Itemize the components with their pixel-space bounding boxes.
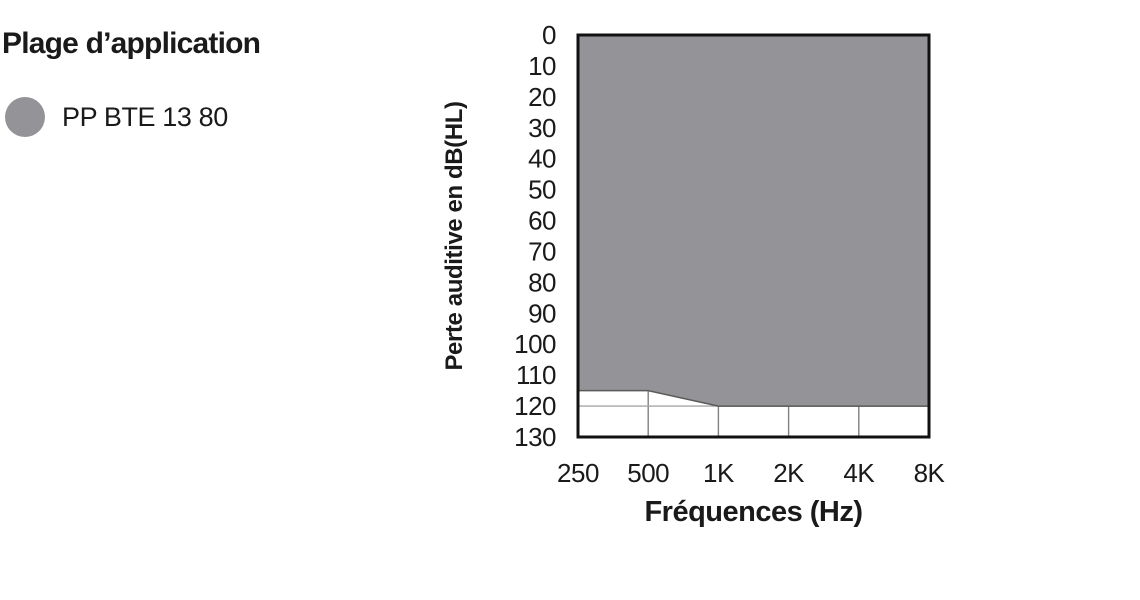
x-tick-label-250: 250 — [557, 458, 599, 488]
y-tick-label-110: 110 — [516, 360, 556, 390]
y-tick-label-70: 70 — [528, 236, 556, 266]
legend-row: PP BTE 13 80 — [5, 97, 228, 137]
legend-label: PP BTE 13 80 — [62, 101, 228, 132]
y-tick-label-50: 50 — [528, 175, 556, 205]
y-tick-label-60: 60 — [528, 206, 556, 236]
y-tick-label-100: 100 — [514, 329, 556, 359]
y-tick-label-20: 20 — [528, 82, 556, 112]
x-tick-label-4K: 4K — [843, 458, 875, 488]
y-tick-label-90: 90 — [528, 298, 556, 328]
y-tick-label-30: 30 — [528, 113, 556, 143]
x-tick-label-1K: 1K — [703, 458, 735, 488]
y-tick-label-10: 10 — [528, 51, 556, 81]
plot-border — [576, 33, 931, 439]
fitting-range-lower-edge — [578, 389, 929, 407]
x-tick-label-8K: 8K — [914, 458, 946, 488]
y-tick-label-130: 130 — [514, 422, 556, 452]
legend-swatch-circle-icon — [5, 97, 45, 137]
y-tick-label-40: 40 — [528, 144, 556, 174]
x-tick-label-2K: 2K — [773, 458, 805, 488]
x-tick-label-500: 500 — [627, 458, 669, 488]
y-tick-label-120: 120 — [514, 391, 556, 421]
x-axis-title: Fréquences (Hz) — [644, 496, 863, 528]
y-tick-label-80: 80 — [528, 267, 556, 297]
fitting-range-area — [578, 35, 929, 407]
y-tick-label-0: 0 — [542, 20, 556, 50]
page-title: Plage d’application — [2, 27, 261, 60]
